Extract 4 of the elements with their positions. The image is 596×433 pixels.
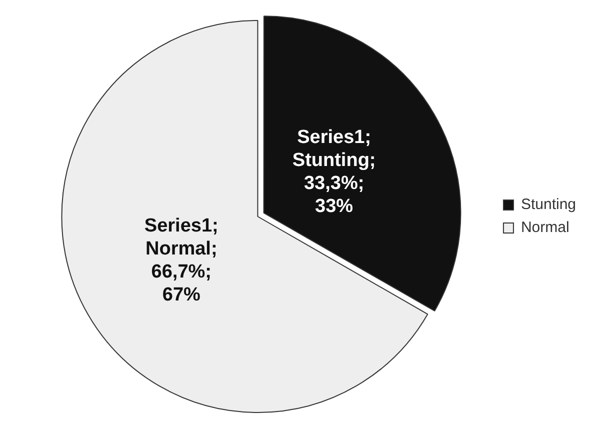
data-label: Series1; Stunting; 33,3%; 33% (292, 127, 376, 218)
legend-label: Normal (520, 219, 570, 236)
data-label: Series1; Normal; 66,7%; 67% (144, 215, 218, 306)
legend-label: Stunting (520, 196, 576, 214)
